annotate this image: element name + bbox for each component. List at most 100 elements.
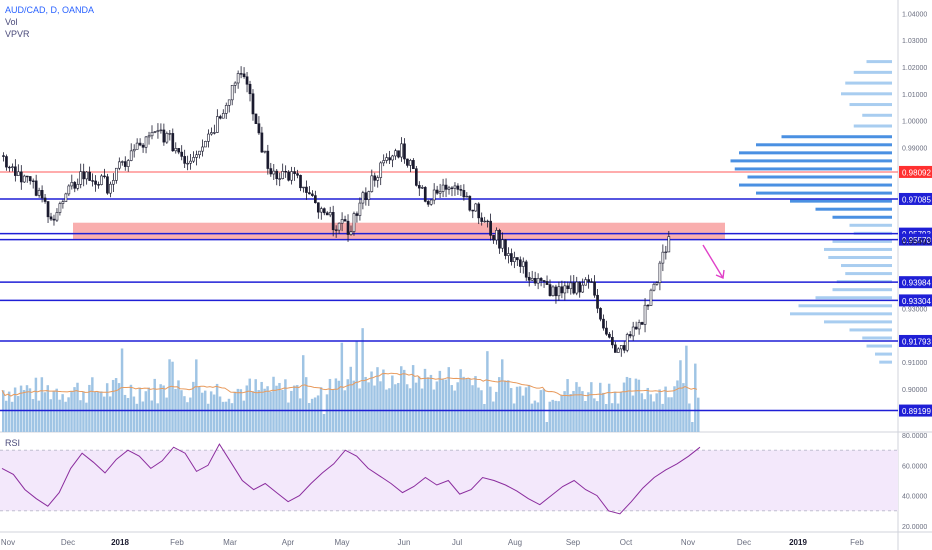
volume-bar bbox=[590, 382, 593, 432]
volume-bar bbox=[299, 398, 302, 432]
price-tick-label: 1.00000 bbox=[902, 119, 927, 126]
volume-bar bbox=[19, 385, 23, 432]
volume-bar bbox=[515, 386, 519, 432]
candle-body bbox=[138, 142, 142, 146]
time-tick-label: Apr bbox=[282, 538, 295, 547]
candle-body bbox=[64, 193, 68, 202]
volume-bar bbox=[301, 355, 305, 432]
volume-bar bbox=[572, 390, 575, 432]
volume-bar bbox=[352, 380, 355, 432]
volume-bar bbox=[414, 382, 418, 432]
candle-body bbox=[590, 281, 593, 283]
candle-body bbox=[539, 278, 543, 281]
rsi-indicator-label[interactable]: RSI bbox=[5, 438, 21, 448]
volume-bar bbox=[489, 386, 492, 432]
candle-body bbox=[216, 116, 219, 133]
volume-bar bbox=[355, 341, 358, 432]
candle-body bbox=[619, 345, 623, 350]
candle-body bbox=[201, 146, 204, 152]
volume-bar bbox=[361, 328, 364, 432]
vpvr-bar bbox=[730, 159, 892, 163]
symbol-label[interactable]: AUD/CAD, D, OANDA bbox=[5, 5, 95, 15]
candle-body bbox=[409, 160, 412, 166]
candle-body bbox=[120, 161, 124, 163]
volume-bar bbox=[610, 403, 614, 432]
vol-indicator-label[interactable]: Vol bbox=[5, 17, 18, 27]
volume-bar bbox=[373, 385, 376, 432]
candle-body bbox=[162, 129, 166, 143]
candle-body bbox=[346, 220, 350, 235]
volume-bar bbox=[584, 401, 587, 432]
vpvr-bar bbox=[756, 143, 892, 147]
time-tick-label: Sep bbox=[566, 538, 581, 547]
candle-body bbox=[524, 261, 528, 278]
candle-body bbox=[168, 133, 172, 135]
volume-bar bbox=[100, 391, 103, 432]
price-label-box bbox=[899, 233, 932, 246]
candle-body bbox=[174, 148, 178, 152]
volume-bar bbox=[382, 369, 385, 432]
candle-body bbox=[415, 168, 418, 186]
candle-body bbox=[25, 175, 29, 178]
price-label: 0.93984 bbox=[902, 279, 931, 288]
candle-body bbox=[97, 184, 100, 186]
candle-body bbox=[640, 322, 644, 325]
volume-bar bbox=[209, 391, 213, 432]
candle-body bbox=[596, 294, 599, 309]
candle-body bbox=[513, 257, 516, 263]
candle-body bbox=[198, 150, 201, 156]
volume-bar bbox=[512, 403, 516, 432]
volume-bar bbox=[524, 387, 528, 432]
candle-body bbox=[530, 278, 534, 281]
candle-body bbox=[581, 284, 585, 293]
candle-body bbox=[614, 344, 617, 353]
candle-body bbox=[117, 161, 121, 169]
volume-bar bbox=[245, 385, 249, 432]
volume-bar bbox=[462, 376, 465, 432]
candle-body bbox=[340, 219, 344, 224]
candle-body bbox=[314, 195, 317, 204]
volume-bar bbox=[521, 395, 525, 432]
candle-body bbox=[311, 193, 314, 196]
candle-body bbox=[510, 253, 513, 263]
volume-bar bbox=[49, 399, 52, 432]
candle-body bbox=[213, 132, 216, 134]
candle-body bbox=[664, 251, 668, 254]
candle-body bbox=[468, 195, 472, 211]
vpvr-bar bbox=[841, 92, 892, 96]
vpvr-bar bbox=[841, 264, 892, 268]
volume-bar bbox=[679, 360, 682, 432]
volume-bar bbox=[186, 402, 189, 432]
candle-body bbox=[73, 182, 77, 189]
candle-body bbox=[43, 197, 47, 202]
volume-bar bbox=[290, 390, 293, 432]
candle-body bbox=[103, 175, 106, 178]
volume-bar bbox=[310, 398, 314, 432]
candle-body bbox=[290, 171, 293, 181]
price-label-box bbox=[899, 294, 932, 307]
time-tick-label: Dec bbox=[61, 538, 75, 547]
volume-bar bbox=[649, 394, 652, 432]
candle-body bbox=[106, 176, 109, 194]
candle-body bbox=[8, 166, 11, 169]
volume-bar bbox=[411, 365, 415, 432]
candle-body bbox=[28, 176, 32, 182]
volume-bar bbox=[601, 392, 605, 432]
candle-body bbox=[52, 218, 56, 221]
candle-body bbox=[423, 187, 427, 202]
price-tick-label: 1.01000 bbox=[902, 92, 927, 99]
candle-body bbox=[447, 187, 451, 190]
vpvr-indicator-label[interactable]: VPVR bbox=[5, 29, 30, 39]
candle-body bbox=[417, 185, 421, 189]
volume-bar bbox=[88, 384, 91, 432]
candle-body bbox=[331, 212, 335, 231]
candle-body bbox=[501, 239, 504, 249]
volume-bar bbox=[120, 348, 124, 432]
volume-bar bbox=[536, 402, 540, 432]
volume-bar bbox=[248, 378, 251, 432]
volume-bar bbox=[34, 377, 38, 432]
price-label: 0.91793 bbox=[902, 337, 931, 346]
volume-bar bbox=[652, 401, 655, 432]
vpvr-bar bbox=[832, 288, 892, 292]
candle-body bbox=[302, 186, 305, 189]
